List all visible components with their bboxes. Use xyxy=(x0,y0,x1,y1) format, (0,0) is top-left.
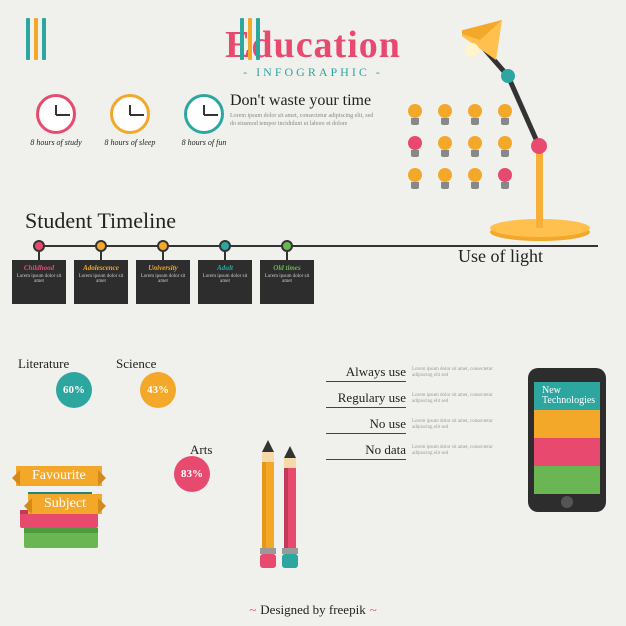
bulb-icon xyxy=(466,136,484,162)
phone-bar xyxy=(534,438,600,466)
timeline-box: AdolescenceLorem ipsum dolor sit amet xyxy=(74,260,128,304)
bulb-icon xyxy=(436,136,454,162)
phone-icon: New Technologies xyxy=(528,368,606,512)
tech-body: Lorem ipsum dolor sit amet, consectetur … xyxy=(412,393,502,405)
footer-credit: ~Designed by freepik~ xyxy=(0,602,626,618)
timeline-dot xyxy=(219,240,231,252)
lamp-section: Use of light xyxy=(402,14,602,294)
bulb-icon xyxy=(406,104,424,130)
subject-pct: 83% xyxy=(174,456,210,492)
pencils-icon xyxy=(258,440,308,570)
timeline-dot xyxy=(33,240,45,252)
subject-label: Literature xyxy=(18,356,69,372)
dont-waste-body: Lorem ipsum dolor sit amet, consectetur … xyxy=(230,113,380,129)
timeline-box: Old timesLorem ipsum dolor sit amet xyxy=(260,260,314,304)
clock-icon xyxy=(184,94,224,134)
ribbon-favourite: Favourite xyxy=(16,466,102,486)
bulb-icon xyxy=(406,168,424,194)
bulb-icon xyxy=(406,136,424,162)
dont-waste-block: Don't waste your time Lorem ipsum dolor … xyxy=(230,92,380,129)
tech-body: Lorem ipsum dolor sit amet, consectetur … xyxy=(412,419,502,431)
bulb-icon xyxy=(436,104,454,130)
tech-section: Always use Lorem ipsum dolor sit amet, co… xyxy=(326,364,606,468)
clock-label: 8 hours of fun xyxy=(176,138,232,148)
ribbon-subject: Subject xyxy=(28,494,102,514)
timeline-box: ChildhoodLorem ipsum dolor sit amet xyxy=(12,260,66,304)
clock-item: 8 hours of fun xyxy=(176,94,232,148)
tech-label: Always use xyxy=(326,364,406,382)
subject-label: Science xyxy=(116,356,156,372)
phone-title: New Technologies xyxy=(542,386,606,406)
clock-icon xyxy=(36,94,76,134)
subjects-section: Favourite Subject Literature60% Science43… xyxy=(14,356,244,556)
phone-bar xyxy=(534,410,600,438)
bulb-icon xyxy=(496,104,514,130)
tech-label: No data xyxy=(326,442,406,460)
bulb-icon xyxy=(496,168,514,194)
clock-icon xyxy=(110,94,150,134)
timeline-box: AdultLorem ipsum dolor sit amet xyxy=(198,260,252,304)
subject-pct: 43% xyxy=(140,372,176,408)
use-of-light-label: Use of light xyxy=(458,246,543,267)
bulb-grid xyxy=(406,104,526,194)
clock-item: 8 hours of sleep xyxy=(102,94,158,148)
tech-label: No use xyxy=(326,416,406,434)
subject-pct: 60% xyxy=(56,372,92,408)
clock-label: 8 hours of sleep xyxy=(102,138,158,148)
phone-bar xyxy=(534,466,600,494)
tech-body: Lorem ipsum dolor sit amet, consectetur … xyxy=(412,445,502,457)
bulb-icon xyxy=(466,104,484,130)
decor-bars-right xyxy=(240,18,260,60)
timeline-box: UniversityLorem ipsum dolor sit amet xyxy=(136,260,190,304)
clock-item: 8 hours of study xyxy=(28,94,84,148)
timeline-dot xyxy=(281,240,293,252)
clock-label: 8 hours of study xyxy=(28,138,84,148)
bulb-icon xyxy=(496,136,514,162)
bulb-icon xyxy=(436,168,454,194)
tech-label: Regulary use xyxy=(326,390,406,408)
bulb-icon xyxy=(466,168,484,194)
timeline-dot xyxy=(95,240,107,252)
timeline-dot xyxy=(157,240,169,252)
dont-waste-title: Don't waste your time xyxy=(230,92,380,110)
tech-body: Lorem ipsum dolor sit amet, consectetur … xyxy=(412,367,502,379)
decor-bars-left xyxy=(26,18,46,60)
